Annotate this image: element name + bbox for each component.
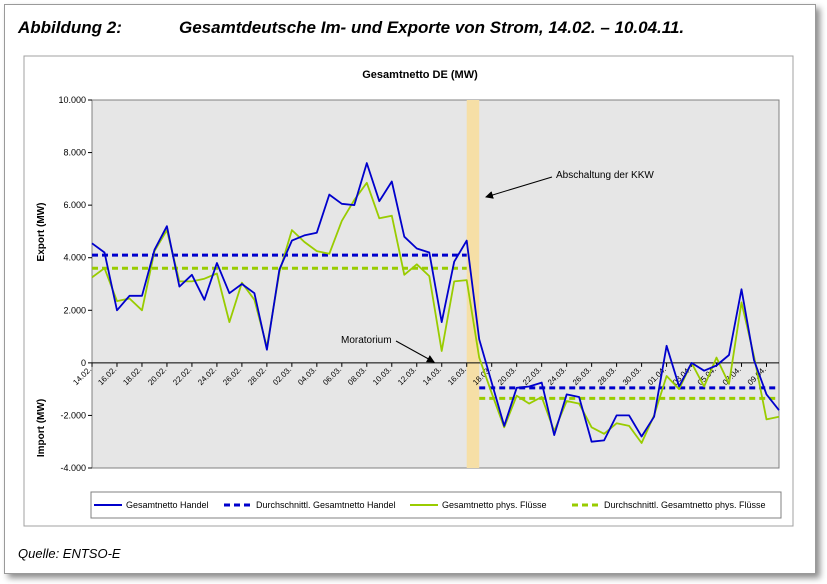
figure-heading: Abbildung 2: Gesamtdeutsche Im- und Expo… — [18, 18, 684, 38]
y-tick-label: 2.000 — [63, 305, 86, 315]
figure-source: Quelle: ENTSO-E — [18, 546, 121, 561]
annotation-moratorium-label: Moratorium — [341, 335, 392, 346]
annotation-shutdown-arrow — [485, 176, 553, 199]
figure-number: Abbildung 2: — [18, 18, 122, 37]
y-axis-label-export: Export (MW) — [36, 203, 47, 262]
series-line-0 — [91, 162, 780, 443]
y-tick-label: 6.000 — [63, 200, 86, 210]
series-line-2 — [91, 181, 780, 444]
y-axis-label-import: Import (MW) — [36, 399, 47, 457]
y-tick-label: 4.000 — [63, 253, 86, 263]
y-tick-label: -4.000 — [60, 463, 86, 473]
y-tick-label: 0 — [81, 358, 86, 368]
legend-label-3: Durchschnittl. Gesamtnetto phys. Flüsse — [604, 500, 766, 510]
annotation-shutdown-label: Abschaltung der KKW — [556, 170, 654, 181]
y-tick-label: 8.000 — [63, 148, 86, 158]
annotation-moratorium-arrow — [395, 340, 435, 363]
figure-title: Gesamtdeutsche Im- und Exporte von Strom… — [179, 18, 685, 37]
y-tick-label: -2.000 — [60, 410, 86, 420]
legend-label-2: Gesamtnetto phys. Flüsse — [442, 500, 547, 510]
chart-title: Gesamtnetto DE (MW) — [362, 69, 478, 81]
legend-label-0: Gesamtnetto Handel — [126, 500, 209, 510]
y-tick-label: 10.000 — [58, 95, 86, 105]
legend-label-1: Durchschnittl. Gesamtnetto Handel — [256, 500, 396, 510]
